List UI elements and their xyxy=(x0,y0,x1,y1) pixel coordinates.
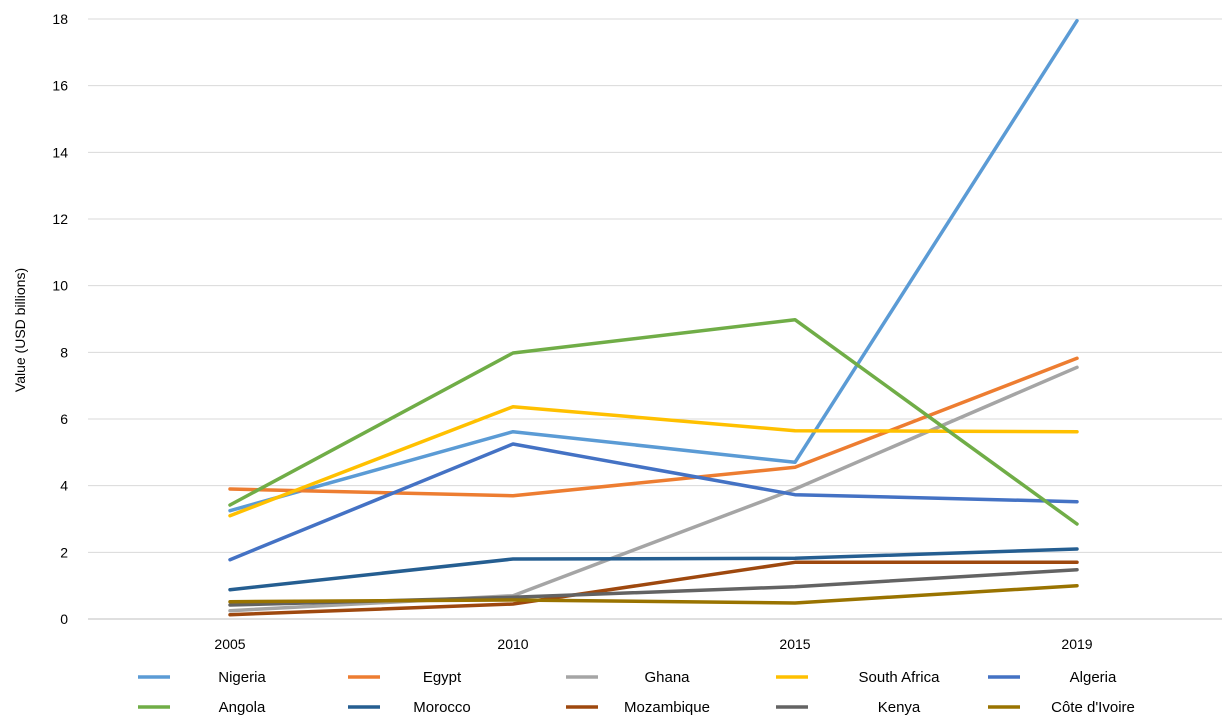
legend-label: Nigeria xyxy=(218,669,266,686)
legend-item: Mozambique xyxy=(566,699,710,716)
legend-item: Morocco xyxy=(348,699,471,716)
legend-label: Ghana xyxy=(644,669,690,686)
y-tick-label: 2 xyxy=(60,544,68,560)
legend-item: Nigeria xyxy=(138,669,266,686)
legend-label: Morocco xyxy=(413,699,471,716)
legend-label: Egypt xyxy=(423,669,462,686)
legend-item: Ghana xyxy=(566,669,690,686)
gridlines xyxy=(88,18,1222,553)
x-axis-ticks: 2005 2010 2015 2019 xyxy=(214,636,1092,652)
y-tick-label: 12 xyxy=(52,211,68,227)
series-line-south-africa xyxy=(228,404,1079,518)
y-tick-label: 4 xyxy=(60,478,68,494)
y-tick-label: 16 xyxy=(52,78,68,94)
legend-item: Kenya xyxy=(776,699,921,716)
legend-item: Côte d'Ivoire xyxy=(988,699,1135,716)
y-tick-label: 0 xyxy=(60,611,68,627)
series-lines xyxy=(228,18,1079,617)
legend-label: Angola xyxy=(219,699,266,716)
legend-item: Algeria xyxy=(988,669,1117,686)
legend-label: Kenya xyxy=(878,699,921,716)
legend-label: Algeria xyxy=(1070,669,1117,686)
series-line-angola xyxy=(228,317,1079,526)
x-tick-label: 2005 xyxy=(214,636,245,652)
y-tick-label: 6 xyxy=(60,411,68,427)
legend: Nigeria Egypt Ghana South Africa Algeria Ango… xyxy=(138,669,1135,716)
y-tick-label: 8 xyxy=(60,344,68,360)
legend-item: Angola xyxy=(138,699,266,716)
series-line-egypt xyxy=(228,356,1079,498)
legend-label: Côte d'Ivoire xyxy=(1051,699,1135,716)
series-line-algeria xyxy=(228,442,1079,562)
series-line-mozambique xyxy=(228,560,1079,617)
legend-label: Mozambique xyxy=(624,699,710,716)
y-tick-label: 14 xyxy=(52,144,68,160)
series-line-ghana xyxy=(228,365,1079,613)
series-line-morocco xyxy=(228,547,1079,592)
y-axis-ticks: 0 2 4 6 8 10 12 14 16 18 xyxy=(52,11,68,627)
y-tick-label: 10 xyxy=(52,278,68,294)
legend-label: South Africa xyxy=(859,669,941,686)
series-line-nigeria xyxy=(228,18,1079,513)
series-line-c-te-d-ivoire xyxy=(228,583,1079,605)
y-axis-label: Value (USD billions) xyxy=(12,268,28,392)
legend-item: Egypt xyxy=(348,669,462,686)
x-tick-label: 2015 xyxy=(779,636,810,652)
legend-item: South Africa xyxy=(776,669,940,686)
x-tick-label: 2019 xyxy=(1061,636,1092,652)
x-tick-label: 2010 xyxy=(497,636,528,652)
y-tick-label: 18 xyxy=(52,11,68,27)
